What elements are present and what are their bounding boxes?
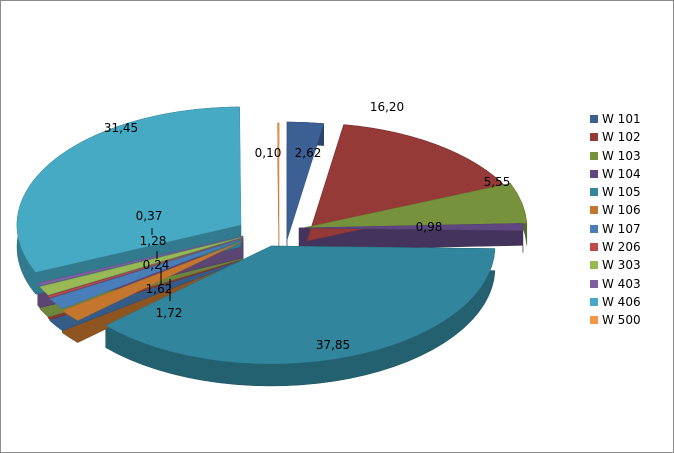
legend-label: W 206 <box>602 240 641 255</box>
legend-label: W 103 <box>602 148 641 163</box>
legend-swatch <box>590 261 598 270</box>
legend-label: W 105 <box>602 185 641 200</box>
legend-label: W 500 <box>602 313 641 328</box>
legend-label: W 101 <box>602 112 641 126</box>
legend-item-w-104: W 104 <box>590 167 670 181</box>
legend-label: W 406 <box>602 294 641 309</box>
legend-swatch <box>590 224 598 233</box>
slice-w-403 <box>37 235 244 287</box>
legend-swatch <box>590 115 598 123</box>
legend: W 101 W 102 W 103 W 104 W 105 W 106 W 107 W 206… <box>590 112 670 332</box>
legend-swatch <box>590 316 598 325</box>
legend-item-w-500: W 500 <box>590 313 670 327</box>
legend-item-w-403: W 403 <box>590 277 670 291</box>
legend-swatch <box>590 188 598 197</box>
data-label-w-107: 1,62 <box>146 282 173 296</box>
data-label-w-103: 5,55 <box>484 175 511 189</box>
legend-swatch <box>590 279 598 288</box>
data-label-w-104: 0,98 <box>416 220 443 234</box>
legend-label: W 107 <box>602 221 641 236</box>
slice-w-101 <box>286 121 325 241</box>
legend-label: W 403 <box>602 276 641 291</box>
legend-swatch <box>590 169 598 178</box>
slice-w-500 <box>277 122 280 242</box>
legend-item-w-105: W 105 <box>590 185 670 199</box>
legend-item-w-106: W 106 <box>590 203 670 217</box>
legend-swatch <box>590 133 598 142</box>
slice-w-107 <box>49 238 244 310</box>
legend-label: W 303 <box>602 258 641 273</box>
legend-item-w-303: W 303 <box>590 258 670 272</box>
data-label-w-403: 0,37 <box>136 209 163 223</box>
pie-top <box>16 106 528 365</box>
slice-w-106 <box>61 240 244 321</box>
legend-item-w-101: W 101 <box>590 112 670 126</box>
legend-label: W 104 <box>602 166 641 181</box>
data-label-w-303: 1,28 <box>140 234 167 248</box>
slice-w-103 <box>302 183 528 229</box>
legend-swatch <box>590 297 598 306</box>
data-label-w-406: 31,45 <box>104 121 138 135</box>
data-label-w-206: 0,24 <box>143 258 170 272</box>
data-label-w-500: 0,10 <box>255 146 282 160</box>
legend-swatch <box>590 243 598 252</box>
data-label-w-102: 16,20 <box>370 100 404 114</box>
slice-w-105 <box>105 245 496 365</box>
legend-item-w-206: W 206 <box>590 240 670 254</box>
data-label-w-105: 37,85 <box>316 338 350 352</box>
legend-item-w-406: W 406 <box>590 295 670 309</box>
data-labels: 2,62 16,20 5,55 0,98 37,85 1,72 1,62 0,24 1,28 0,… <box>104 100 511 352</box>
slice-w-406 <box>16 106 242 273</box>
data-label-w-101: 2,62 <box>295 146 322 160</box>
data-label-w-106: 1,72 <box>156 306 183 320</box>
legend-item-w-103: W 103 <box>590 149 670 163</box>
legend-label: W 106 <box>602 203 641 218</box>
slice-w-104 <box>298 223 524 231</box>
legend-label: W 102 <box>602 130 641 145</box>
legend-item-w-107: W 107 <box>590 222 670 236</box>
legend-item-w-102: W 102 <box>590 130 670 144</box>
slice-w-206 <box>47 237 244 299</box>
slice-w-303 <box>39 236 244 296</box>
legend-swatch <box>590 151 598 160</box>
legend-swatch <box>590 206 598 215</box>
leader-lines <box>151 228 171 301</box>
